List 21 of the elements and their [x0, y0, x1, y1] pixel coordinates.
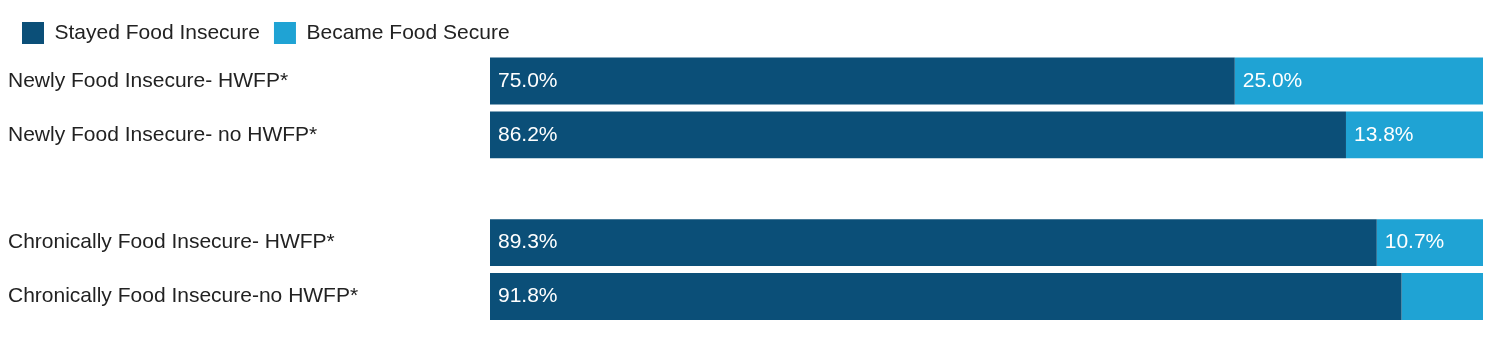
data-label: 75.0%: [498, 67, 558, 91]
y-tick-label: Chronically Food Insecure-no HWFP*: [8, 283, 359, 307]
y-tick-label: Newly Food Insecure- no HWFP*: [8, 121, 318, 145]
y-tick-label: Chronically Food Insecure- HWFP*: [8, 229, 335, 253]
bar: [1401, 273, 1483, 320]
data-label: 13.8%: [1353, 121, 1414, 145]
legend-label: Stayed Food Insecure: [54, 19, 260, 43]
bar: [490, 219, 1377, 267]
data-label: 89.3%: [498, 229, 558, 253]
bar: [490, 111, 1346, 159]
legend-label: Became Food Secure: [306, 19, 510, 43]
bar: [1345, 111, 1483, 159]
y-tick-label: Newly Food Insecure- HWFP*: [8, 67, 289, 91]
data-label: 10.7%: [1384, 229, 1445, 253]
bar: [1234, 57, 1483, 105]
bar: [1376, 219, 1483, 267]
data-label: 25.0%: [1242, 67, 1303, 91]
data-label: 91.8%: [498, 283, 558, 307]
bar: [490, 273, 1402, 320]
data-label: 86.2%: [498, 121, 558, 145]
bar: [490, 57, 1235, 105]
